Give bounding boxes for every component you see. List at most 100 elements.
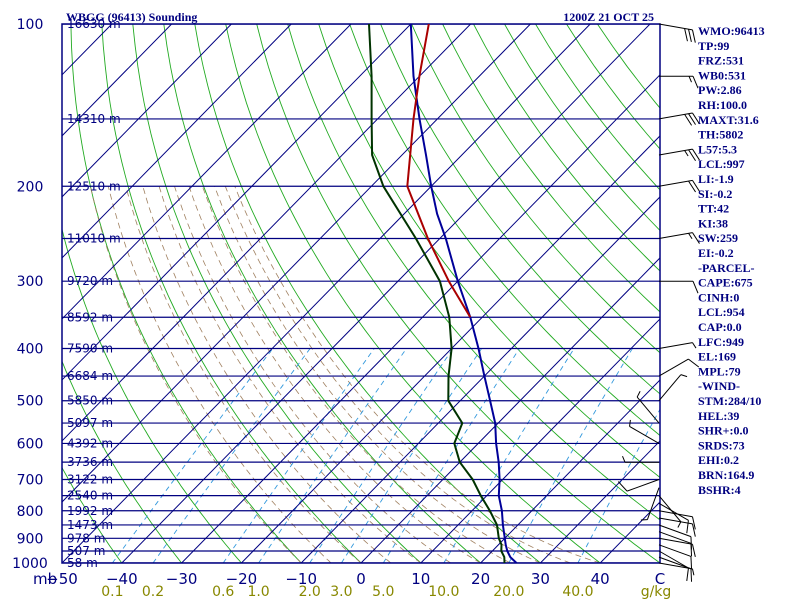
index-entry: TH:5802 — [698, 128, 743, 142]
mixing-ratio-tick-label: 1.0 — [247, 584, 269, 600]
pressure-tick-label: 100 — [17, 17, 44, 33]
mixing-ratio-line — [382, 348, 520, 563]
height-label: 4392 m — [67, 436, 113, 450]
plot-border — [61, 23, 661, 564]
isotherm — [300, 196, 660, 563]
pressure-tick-label: 300 — [17, 274, 44, 290]
isotherm — [360, 257, 660, 563]
mixing-ratio-line — [577, 408, 660, 563]
background-lines — [62, 24, 660, 563]
index-entry: LCL:997 — [698, 157, 745, 171]
index-entry: BRN:164.9 — [698, 468, 754, 482]
height-label: 9720 m — [67, 274, 113, 288]
temperature-unit-label: C — [655, 570, 665, 588]
time-title: 1200Z 21 OCT 25 — [563, 10, 654, 24]
wind-barb — [658, 550, 689, 581]
height-label: 3122 m — [67, 473, 113, 487]
dry-adiabat — [566, 24, 660, 150]
dry-adiabat — [473, 24, 660, 272]
index-entry: KI:38 — [698, 216, 728, 230]
height-label: 507 m — [67, 544, 105, 558]
index-list: WMO:96413TP:99FRZ:531WB0:531PW:2.86RH:10… — [698, 24, 765, 497]
temperature-tick-label: 30 — [531, 570, 550, 588]
height-label: 1992 m — [67, 504, 113, 518]
mixing-ratio-tick-label: 0.6 — [212, 584, 234, 600]
index-entry: EHI:0.2 — [698, 453, 739, 467]
moist-adiabat — [224, 186, 571, 563]
index-entry: HEL:39 — [698, 409, 739, 423]
index-entry: WB0:531 — [698, 68, 746, 82]
temperature-tick-label: 40 — [591, 570, 610, 588]
index-entry: PW:2.86 — [698, 83, 742, 97]
temperature-tick-label: 10 — [411, 570, 430, 588]
mixing-ratio-tick-label: 3.0 — [330, 584, 352, 600]
isotherm — [62, 24, 531, 503]
wind-barb — [658, 495, 682, 528]
dewpoint-profile — [368, 24, 506, 563]
height-label: 978 m — [67, 531, 105, 545]
mixing-ratio-tick-label: 2.0 — [299, 584, 321, 600]
index-entry: LI:-1.9 — [698, 172, 734, 186]
index-entry: L57:5.3 — [698, 142, 737, 156]
wind-barb — [658, 502, 689, 534]
temperature-tick-label: 0 — [356, 570, 366, 588]
mixing-ratio-tick-label: 0.1 — [101, 584, 123, 600]
index-entry: STM:284/10 — [698, 394, 761, 408]
index-entry: SW:259 — [698, 231, 738, 245]
moist-adiabat — [142, 186, 392, 563]
wind-barb — [659, 75, 699, 89]
isotherm — [62, 24, 172, 137]
index-entry: CAP:0.0 — [698, 320, 742, 334]
isotherm — [420, 318, 660, 563]
mixing-ratio-line — [341, 348, 482, 563]
wind-barb — [629, 419, 660, 444]
pressure-tick-label: 700 — [17, 473, 44, 489]
height-label: 5850 m — [67, 394, 113, 408]
wind-barb — [617, 479, 660, 492]
height-label: 2540 m — [67, 489, 113, 503]
wind-barb — [658, 510, 696, 530]
mixing-ratio-line — [309, 348, 454, 563]
wind-barb — [658, 148, 700, 162]
pressure-tick-label: 500 — [17, 394, 44, 410]
pressure-tick-label: 900 — [17, 531, 44, 547]
moist-adiabat — [188, 186, 481, 563]
wind-barb — [658, 544, 693, 570]
wind-barb — [658, 232, 700, 244]
isotherm — [62, 24, 232, 198]
wind-barb — [658, 537, 696, 557]
mixing-ratio-tick-label: 20.0 — [493, 584, 524, 600]
wind-barb — [658, 112, 700, 126]
wind-barbs — [617, 23, 700, 582]
mixing-ratio-line — [112, 348, 274, 563]
pressure-unit-label: mb — [33, 570, 57, 588]
index-entry: SHR+:0.0 — [698, 424, 749, 438]
height-label: 14310 m — [67, 112, 121, 126]
index-entry: EI:-0.2 — [698, 246, 734, 260]
height-label: 7590 m — [67, 342, 113, 356]
pressure-tick-label: 800 — [17, 504, 44, 520]
temperature-tick-label: −20 — [226, 570, 258, 588]
wind-barb — [658, 562, 695, 576]
dry-adiabat — [132, 24, 422, 563]
height-label: 5097 m — [67, 416, 113, 430]
profiles — [368, 24, 518, 563]
mixing-ratio-unit-label: g/kg — [641, 584, 672, 600]
height-label: 8592 m — [67, 310, 113, 324]
mixing-ratio-line — [508, 348, 633, 563]
temperature-tick-label: −40 — [106, 570, 138, 588]
index-entry: CAPE:675 — [698, 276, 753, 290]
mixing-ratio-tick-label: 5.0 — [372, 584, 394, 600]
height-label: 16630 m — [67, 17, 121, 31]
pressure-tick-label: 1000 — [12, 556, 48, 572]
index-entry: EL:169 — [698, 350, 736, 364]
dry-adiabat — [256, 24, 660, 563]
isotherm — [181, 74, 660, 563]
index-entry: SI:-0.2 — [698, 187, 732, 201]
wind-barb — [658, 23, 696, 43]
isotherm — [241, 135, 660, 563]
index-entry: BSHR:4 — [698, 483, 741, 497]
wind-barb — [658, 517, 696, 537]
temperature-tick-label: 20 — [471, 570, 490, 588]
